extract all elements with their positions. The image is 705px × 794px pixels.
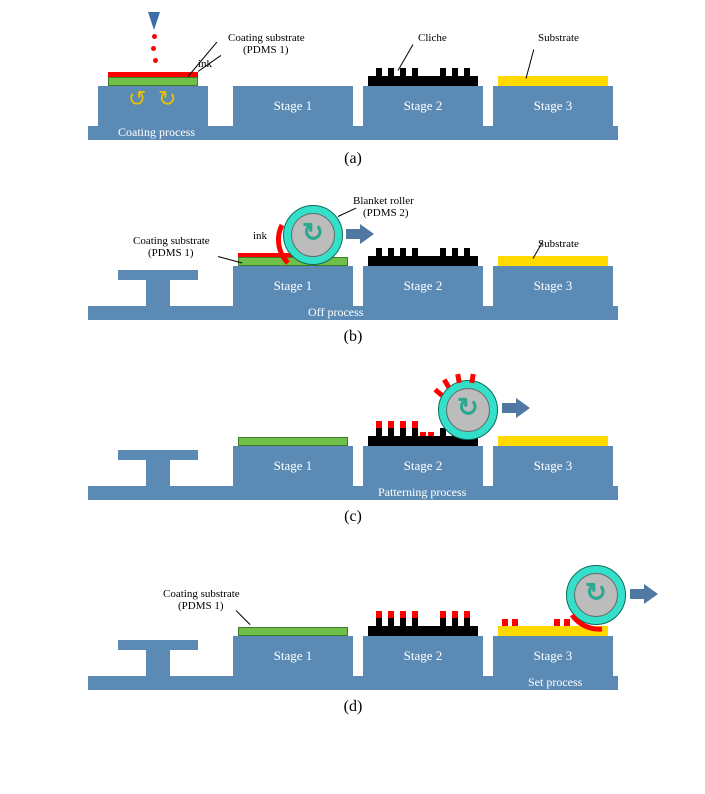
ink-on-tooth <box>376 611 382 618</box>
process-label: Patterning process <box>378 485 466 500</box>
callout-coating-substrate: Coating substrate <box>133 235 210 247</box>
callout-blanket: Blanket roller <box>353 195 414 207</box>
subfig-label-b: (b) <box>338 328 368 346</box>
stage-label: Stage 3 <box>534 458 573 473</box>
stage-2: Stage 2 <box>363 86 483 126</box>
ink-on-tooth <box>412 421 418 428</box>
callout-coating-substrate-sub: (PDMS 1) <box>148 247 194 259</box>
panel-a: Stage 1 Stage 2 Stage 3 ↺ ↻ Coating proc… <box>88 40 618 140</box>
callout-coating-substrate-sub: (PDMS 1) <box>178 600 224 612</box>
stage-label: Stage 3 <box>534 98 573 113</box>
ink-in-valley <box>420 432 426 436</box>
ink-on-substrate <box>502 619 508 626</box>
panel-c: Stage 1 Stage 2 Stage 3 ↻ Patterning pro… <box>88 380 618 500</box>
ink-nozzle-icon <box>148 12 160 30</box>
coating-substrate <box>238 627 348 636</box>
callout-blanket-sub: (PDMS 2) <box>363 207 409 219</box>
callout-cliche: Cliche <box>418 32 447 44</box>
cliche <box>368 76 478 86</box>
substrate <box>498 76 608 86</box>
callout-substrate: Substrate <box>538 238 579 250</box>
ink-in-valley <box>428 432 434 436</box>
substrate <box>498 436 608 446</box>
ink-on-tooth <box>376 421 382 428</box>
rotation-arrow-icon: ↻ <box>457 393 479 423</box>
callout-coating-substrate: Coating substrate <box>163 588 240 600</box>
ink-on-tooth <box>464 611 470 618</box>
stage-label: Stage 3 <box>534 278 573 293</box>
stage-label: Stage 2 <box>404 648 443 663</box>
process-label: Off process <box>308 305 363 320</box>
ink-on-tooth <box>400 421 406 428</box>
coating-substrate <box>238 437 348 446</box>
process-label: Coating process <box>118 125 195 140</box>
stage-label: Stage 2 <box>404 98 443 113</box>
ink-on-tooth <box>412 611 418 618</box>
stage-3: Stage 3 <box>493 636 613 676</box>
pedestal-top <box>118 450 198 460</box>
pedestal-post <box>146 650 170 676</box>
ink-arc-icon <box>276 205 346 275</box>
subfig-label-c: (c) <box>338 508 368 526</box>
leader-line <box>526 49 535 78</box>
base-rail <box>88 486 618 500</box>
stage-2: Stage 2 <box>363 636 483 676</box>
stage-label: Stage 1 <box>274 458 313 473</box>
pedestal-top <box>118 270 198 280</box>
ink-drop-icon <box>153 58 158 63</box>
direction-arrow-icon <box>502 398 530 418</box>
callout-coating-substrate: Coating substrate <box>228 32 305 44</box>
pedestal-post <box>146 280 170 306</box>
subfig-label-d: (d) <box>338 698 368 716</box>
stage-2: Stage 2 <box>363 266 483 306</box>
rotation-arrow-icon: ↺ <box>128 86 146 112</box>
leader-line <box>398 44 414 70</box>
ink-on-tooth <box>440 611 446 618</box>
pedestal-top <box>118 640 198 650</box>
substrate <box>498 256 608 266</box>
direction-arrow-icon <box>346 224 374 244</box>
ink-drop-icon <box>152 34 157 39</box>
coating-substrate <box>108 77 198 86</box>
panel-d: Stage 1 Stage 2 Stage 3 ↻ Set process Co… <box>88 560 618 690</box>
rotation-arrow-icon: ↻ <box>158 86 176 112</box>
process-label: Set process <box>528 675 582 690</box>
stage-1: Stage 1 <box>233 636 353 676</box>
ink-arc-icon <box>562 563 632 633</box>
stage-3: Stage 3 <box>493 266 613 306</box>
callout-substrate: Substrate <box>538 32 579 44</box>
stage-label: Stage 3 <box>534 648 573 663</box>
stage-3: Stage 3 <box>493 446 613 486</box>
ink-layer <box>108 72 198 77</box>
stage-label: Stage 1 <box>274 98 313 113</box>
callout-ink: ink <box>253 230 267 242</box>
pedestal-post <box>146 460 170 486</box>
ink-dash <box>455 374 461 384</box>
ink-on-tooth <box>452 611 458 618</box>
direction-arrow-icon <box>630 584 658 604</box>
stage-1: Stage 1 <box>233 86 353 126</box>
stage-label: Stage 2 <box>404 278 443 293</box>
panel-b: Stage 1 Stage 2 Stage 3 ↻ Off process in… <box>88 200 618 320</box>
stage-3: Stage 3 <box>493 86 613 126</box>
cliche <box>368 626 478 636</box>
stage-label: Stage 1 <box>274 278 313 293</box>
ink-on-tooth <box>388 421 394 428</box>
stage-label: Stage 2 <box>404 458 443 473</box>
ink-on-substrate <box>554 619 560 626</box>
leader-line <box>236 610 251 625</box>
cliche <box>368 256 478 266</box>
callout-coating-substrate-sub: (PDMS 1) <box>243 44 289 56</box>
subfig-label-a: (a) <box>338 150 368 168</box>
ink-drop-icon <box>151 46 156 51</box>
stage-2: Stage 2 <box>363 446 483 486</box>
ink-on-tooth <box>388 611 394 618</box>
ink-on-tooth <box>400 611 406 618</box>
ink-on-substrate <box>512 619 518 626</box>
stage-1: Stage 1 <box>233 446 353 486</box>
stage-label: Stage 1 <box>274 648 313 663</box>
